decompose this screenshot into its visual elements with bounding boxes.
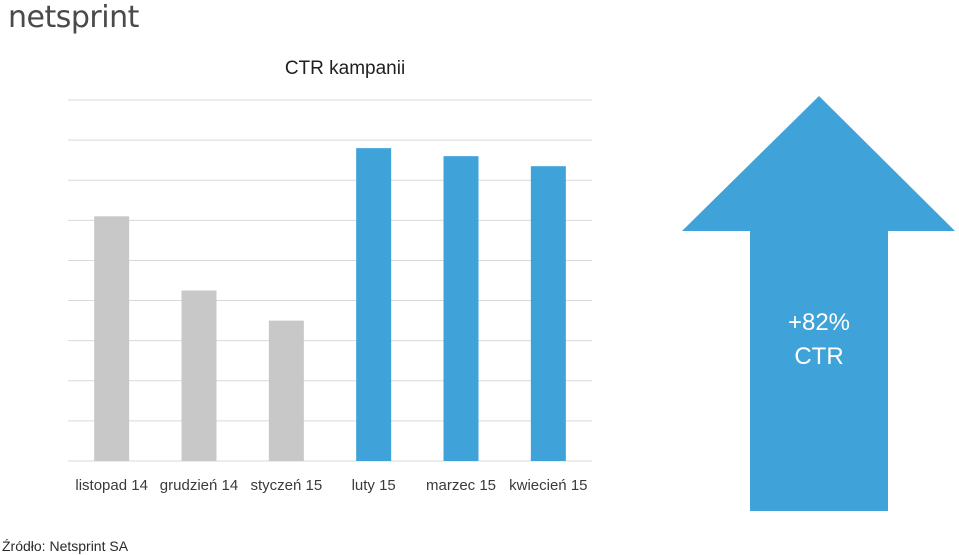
bar-6 xyxy=(530,166,566,461)
category-label: marzec 15 xyxy=(426,477,496,494)
source-note: Źródło: Netsprint SA xyxy=(2,538,129,554)
bar-4 xyxy=(356,148,392,461)
category-labels: listopad 14 grudzień 14 styczeń 15 luty 15 m… xyxy=(75,477,587,494)
category-label: grudzień 14 xyxy=(160,477,238,494)
arrow-ctr-label: CTR xyxy=(794,343,843,370)
bars xyxy=(94,148,566,461)
category-label: kwiecień 15 xyxy=(509,477,587,494)
up-arrow: +82% CTR xyxy=(682,96,955,511)
chart-title: CTR kampanii xyxy=(284,58,406,79)
category-label: styczeń 15 xyxy=(250,477,322,494)
netsprint-logo: netsprint xyxy=(8,0,139,35)
bar-2 xyxy=(181,290,217,461)
arrow-percent-label: +82% xyxy=(788,309,850,336)
up-arrow-icon xyxy=(682,96,955,511)
category-label: luty 15 xyxy=(352,477,396,494)
bar-5 xyxy=(443,156,479,461)
bar-1 xyxy=(94,216,130,461)
category-label: listopad 14 xyxy=(75,477,148,494)
gridlines xyxy=(68,99,592,462)
bar-3 xyxy=(268,320,304,461)
